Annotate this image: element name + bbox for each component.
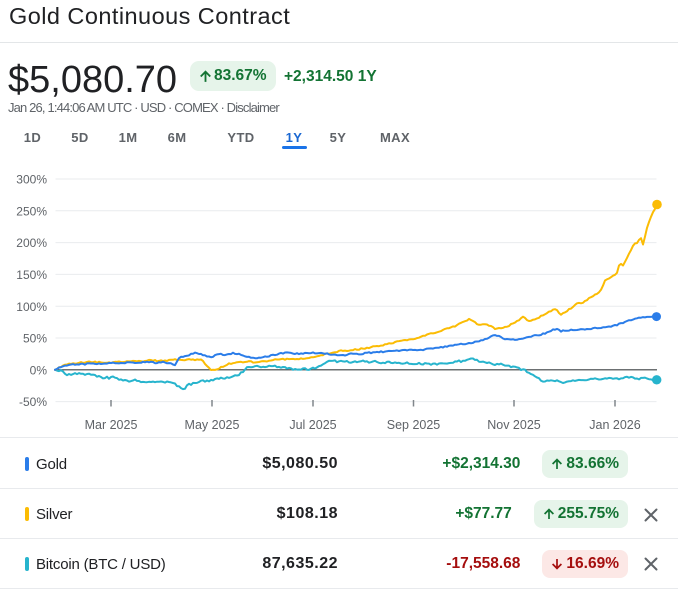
svg-text:Jul 2025: Jul 2025 <box>289 418 336 432</box>
svg-text:0%: 0% <box>30 363 48 377</box>
svg-text:Jan 2026: Jan 2026 <box>589 418 640 432</box>
svg-text:Mar 2025: Mar 2025 <box>85 418 138 432</box>
svg-text:250%: 250% <box>16 204 47 218</box>
svg-text:Nov 2025: Nov 2025 <box>487 418 541 432</box>
svg-text:200%: 200% <box>16 236 47 250</box>
svg-text:May 2025: May 2025 <box>185 418 240 432</box>
svg-text:-50%: -50% <box>19 395 47 409</box>
svg-text:150%: 150% <box>16 268 47 282</box>
svg-text:300%: 300% <box>16 173 47 187</box>
svg-text:Sep 2025: Sep 2025 <box>387 418 441 432</box>
svg-text:100%: 100% <box>16 300 47 314</box>
svg-text:50%: 50% <box>23 332 47 346</box>
